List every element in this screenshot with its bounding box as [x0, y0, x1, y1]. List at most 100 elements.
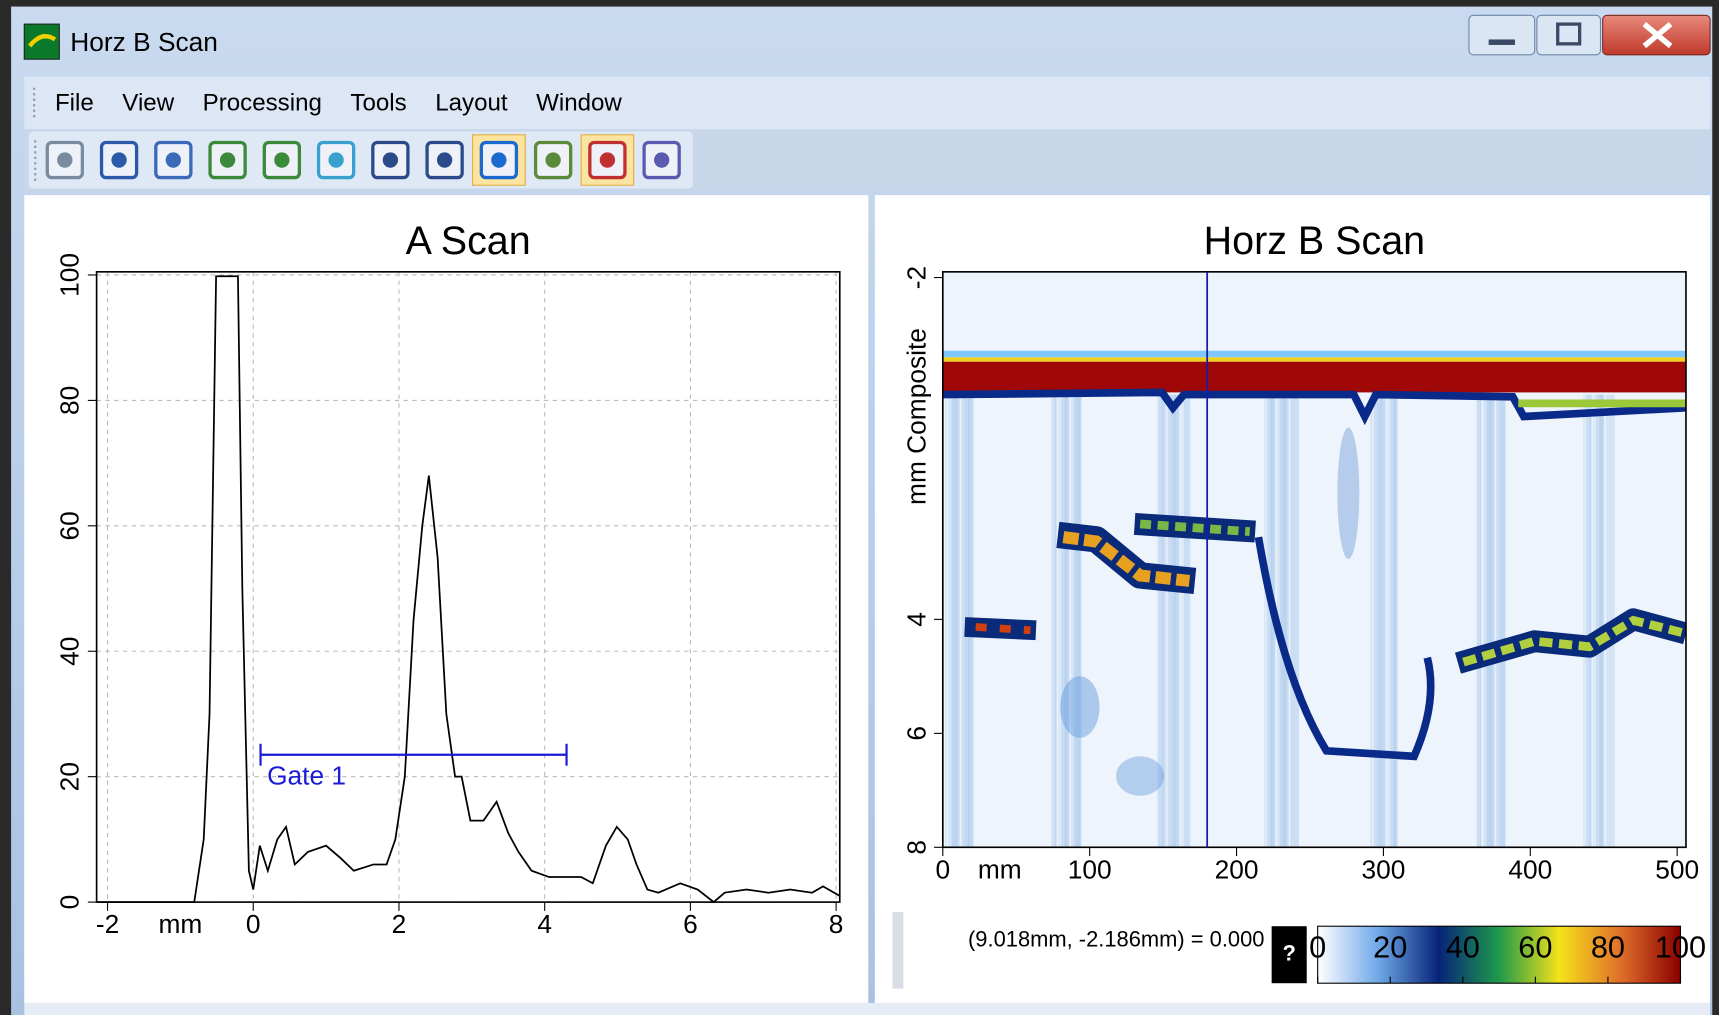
a-scan-panel [24, 195, 869, 1003]
heat-streak [1177, 394, 1180, 848]
heat-streak [951, 394, 959, 848]
heat-streak [1071, 394, 1080, 848]
heat-streak [1493, 394, 1496, 848]
x-tick-label: 300 [1361, 854, 1405, 884]
heat-streak [1064, 394, 1069, 848]
x-tick-label: 200 [1215, 854, 1259, 884]
toolbar-glyph [328, 152, 344, 168]
y-tick-label: 40 [54, 637, 84, 666]
heat-band [942, 361, 1686, 393]
help-label: ? [1282, 941, 1295, 966]
colorbar [1317, 925, 1682, 984]
heat-streak [1280, 394, 1287, 848]
menu-item[interactable]: Processing [203, 90, 322, 117]
heat-streak [1183, 394, 1191, 848]
toolbar-glyph [382, 152, 399, 168]
menu-item[interactable]: Window [536, 90, 622, 117]
heat-streak [1489, 394, 1495, 848]
reflector-core [1062, 531, 1191, 587]
heat-streak [1051, 394, 1056, 848]
heat-streak [1592, 394, 1602, 848]
colorbar-tick-label: 20 [1373, 929, 1407, 964]
y-tick-label: 4 [902, 612, 932, 627]
toolbar-glyph [274, 152, 290, 168]
menu-item[interactable]: File [55, 90, 94, 117]
heat-streak [1499, 394, 1507, 848]
help-button[interactable] [1271, 926, 1307, 984]
reflector-core [1139, 519, 1251, 536]
heat-streak [1174, 394, 1179, 848]
heat-streak [1074, 394, 1081, 848]
colorbar-tick-label: 60 [1518, 929, 1552, 964]
menu-item[interactable]: Tools [350, 90, 406, 117]
heat-streak [954, 394, 960, 848]
app-icon-mark [28, 34, 57, 48]
heat-streak [1286, 394, 1290, 848]
heat-blob [1115, 756, 1165, 796]
minimize-button[interactable] [1468, 14, 1536, 56]
heat-streak [1386, 394, 1396, 848]
a-scan-line [96, 275, 841, 904]
toolbar-glyph [165, 152, 182, 168]
heat-streak [1164, 394, 1167, 848]
y-tick-label: 0 [54, 895, 84, 910]
x-tick-label: 400 [1508, 854, 1552, 884]
close-icon [1642, 22, 1673, 49]
b-scan-image [942, 271, 1686, 848]
heat-streak [1277, 394, 1286, 848]
app-icon [23, 23, 60, 60]
heat-streak [1586, 394, 1591, 848]
heat-streak [1476, 394, 1481, 848]
y-tick-label: 6 [902, 726, 932, 741]
chart-title: A Scan [406, 219, 531, 263]
toolbar-glyph [219, 152, 236, 168]
status-strip [24, 1002, 1711, 1015]
plot-frame [95, 271, 841, 903]
heat-streak [1479, 394, 1483, 848]
x-axis-label: mm [158, 909, 202, 939]
heat-streak [1160, 394, 1166, 848]
x-tick-label: 0 [935, 854, 950, 884]
colorbar-tick-label: 0 [1309, 929, 1326, 964]
reflector-core [975, 623, 1031, 635]
maximize-button[interactable] [1536, 14, 1602, 56]
menu-item[interactable]: Layout [435, 90, 508, 117]
heat-streak [1290, 394, 1300, 848]
toolbar-glyph [111, 152, 127, 168]
x-tick-label: -2 [96, 909, 119, 939]
heat-streak [1599, 394, 1604, 848]
menu-item[interactable]: View [122, 90, 174, 117]
x-tick-label: 6 [683, 909, 698, 939]
colorbar-tick-label: 40 [1446, 929, 1480, 964]
chart-title: Horz B Scan [1204, 219, 1425, 263]
plot-frame [941, 271, 1687, 849]
heat-streak [1383, 394, 1386, 848]
status-text: (9.018mm, -2.186mm) = 0.000 [968, 926, 1264, 951]
y-tick-label: 60 [54, 511, 84, 540]
heat-streak [1589, 394, 1592, 848]
heat-streak [1283, 394, 1289, 848]
heat-blob [1337, 427, 1360, 560]
x-tick-label: 8 [829, 909, 844, 939]
heat-streak [1061, 394, 1068, 848]
heat-streak [944, 394, 948, 848]
toolbar-glyph [599, 152, 616, 168]
heat-streak [1370, 394, 1373, 848]
y-tick-label: 100 [54, 253, 84, 297]
heat-streak [1373, 394, 1383, 848]
heat-band-edge [942, 357, 1686, 362]
heat-streak [1380, 394, 1385, 848]
x-tick-label: 500 [1655, 854, 1699, 884]
heat-streak [1390, 394, 1397, 848]
toolbar-buttons [34, 134, 681, 186]
x-tick-label: 4 [537, 909, 552, 939]
heat-streak [1596, 394, 1603, 848]
heat-streak [958, 394, 961, 848]
heat-streak [1180, 394, 1190, 848]
maximize-icon [1556, 22, 1582, 46]
y-tick-label: 20 [54, 762, 84, 791]
heat-streak [1393, 394, 1398, 848]
heat-band-top [942, 350, 1686, 358]
